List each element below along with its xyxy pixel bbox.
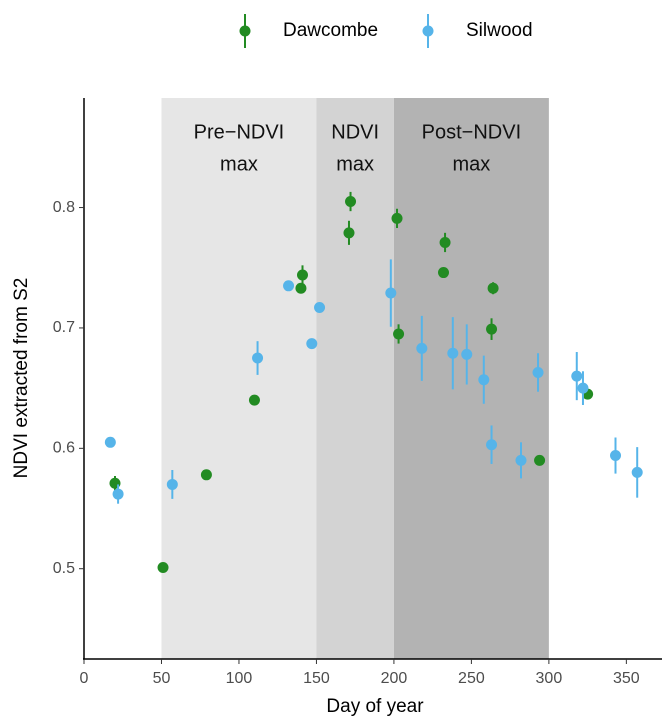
point [343,227,355,239]
region-label: max [220,153,258,175]
y-axis-label: NDVI extracted from S2 [11,278,32,479]
point [487,282,499,294]
region-label: Post−NDVI [422,121,521,143]
legend-label: Dawcombe [283,20,378,41]
point [478,374,490,386]
point [610,450,622,462]
point [248,394,260,406]
point [252,352,264,364]
point [416,342,428,354]
region-label: NDVI [331,121,379,143]
point [283,280,295,292]
point [577,382,589,394]
region [393,98,549,659]
point [571,370,583,382]
legend-point [239,25,251,37]
legend-label: Silwood [466,20,533,41]
region-label: max [453,153,491,175]
y-tick-label: 0.6 [53,440,75,457]
point [157,562,169,574]
point [486,323,498,335]
point [296,269,308,281]
point [393,328,405,340]
point [534,454,546,466]
point [439,236,451,248]
point [295,282,307,294]
point [345,196,357,208]
region [161,98,317,659]
point [631,466,643,478]
point [447,347,459,359]
region-label: Pre−NDVI [194,121,285,143]
region [316,98,394,659]
x-tick-label: 300 [536,670,563,687]
x-tick-label: 100 [226,670,253,687]
x-axis-label: Day of year [326,696,424,717]
point [200,469,212,481]
legend-point [422,25,434,37]
y-tick-label: 0.7 [53,319,75,336]
point [532,366,544,378]
point [515,454,527,466]
y-tick-label: 0.8 [53,199,75,216]
x-tick-label: 250 [458,670,485,687]
point [438,267,450,279]
point [112,488,124,500]
point [104,436,116,448]
x-tick-label: 350 [613,670,640,687]
x-tick-label: 0 [80,670,89,687]
region-label: max [336,153,374,175]
x-tick-label: 200 [381,670,408,687]
point [486,439,498,451]
point [166,478,178,490]
point [385,287,397,299]
point [306,338,318,350]
point [391,212,403,224]
x-tick-label: 150 [303,670,330,687]
x-tick-label: 50 [153,670,171,687]
point [461,348,473,360]
point [314,301,326,313]
y-tick-label: 0.5 [53,560,75,577]
